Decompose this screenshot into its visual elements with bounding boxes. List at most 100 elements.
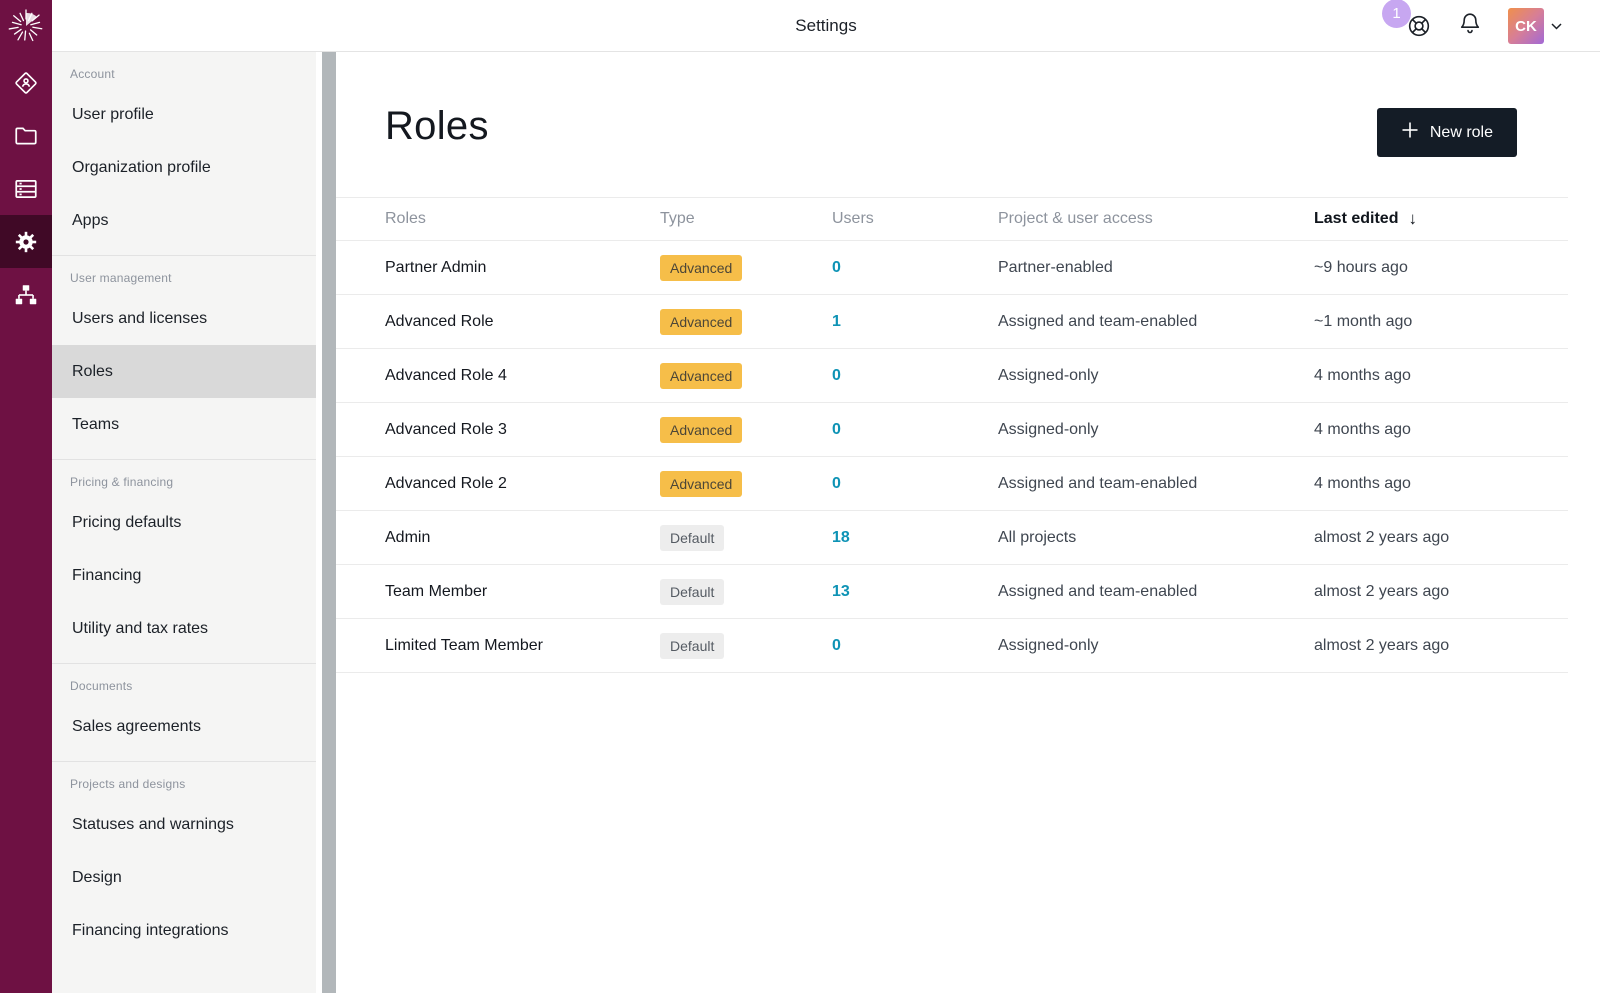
notification-count-badge[interactable]: 1 <box>1382 0 1411 28</box>
section-label: Account <box>70 67 115 81</box>
new-role-button[interactable]: New role <box>1376 108 1517 157</box>
section-items: Sales agreements <box>52 700 316 753</box>
sidebar-item-organization-profile[interactable]: Organization profile <box>52 141 316 194</box>
type-badge: Advanced <box>660 362 743 389</box>
sidebar-section: Projects and designs Statuses and warnin… <box>52 762 316 965</box>
sidebar-item-teams[interactable]: Teams <box>52 398 316 451</box>
access-text: Assigned and team-enabled <box>998 474 1198 492</box>
nav-database[interactable] <box>0 162 52 215</box>
roles-table: Roles Type Users Project & user access L… <box>336 197 1568 673</box>
nav-settings[interactable] <box>0 215 52 268</box>
sidebar-item-label: Organization profile <box>72 158 211 176</box>
role-table-row[interactable]: Admin Default 18 All projects almost 2 y… <box>336 511 1568 565</box>
chevron-down-icon <box>1551 17 1562 35</box>
top-header: Settings 1 <box>52 0 1600 52</box>
edited-text: 4 months ago <box>1314 366 1411 384</box>
users-count-link[interactable]: 0 <box>832 420 841 438</box>
folder-icon <box>13 123 39 149</box>
sidebar-item-utility-and-tax-rates[interactable]: Utility and tax rates <box>52 602 316 655</box>
users-count-link[interactable]: 0 <box>832 474 841 492</box>
sidebar-section: Documents Sales agreements <box>52 664 316 762</box>
sidebar-item-roles[interactable]: Roles <box>52 345 316 398</box>
sidebar-item-label: Financing integrations <box>72 921 229 939</box>
help-button[interactable]: 1 <box>1382 0 1432 39</box>
sidebar-scrollbar[interactable] <box>322 52 336 993</box>
sidebar-section: Account User profile Organization profil… <box>52 52 316 256</box>
sidebar-item-sales-agreements[interactable]: Sales agreements <box>52 700 316 753</box>
users-count-link[interactable]: 1 <box>832 312 841 330</box>
sidebar-item-label: Users and licenses <box>72 309 208 327</box>
users-count-link[interactable]: 18 <box>832 528 850 546</box>
sidebar-item-label: User profile <box>72 105 154 123</box>
notifications-button[interactable] <box>1458 11 1482 42</box>
plus-icon <box>1401 121 1419 144</box>
lifebuoy-help-icon <box>1406 15 1432 43</box>
role-table-row[interactable]: Advanced Role 4 Advanced 0 Assigned-only… <box>336 349 1568 403</box>
column-header-type: Type <box>660 210 695 227</box>
role-table-row[interactable]: Partner Admin Advanced 0 Partner-enabled… <box>336 241 1568 295</box>
sidebar-item-statuses-and-warnings[interactable]: Statuses and warnings <box>52 798 316 851</box>
users-count-link[interactable]: 0 <box>832 366 841 384</box>
users-count-link[interactable]: 0 <box>832 636 841 654</box>
nav-organization[interactable] <box>0 268 52 321</box>
type-badge: Default <box>660 578 725 605</box>
sidebar-item-apps[interactable]: Apps <box>52 194 316 247</box>
users-count-link[interactable]: 0 <box>832 258 841 276</box>
access-text: Assigned and team-enabled <box>998 582 1198 600</box>
users-count-link[interactable]: 13 <box>832 582 850 600</box>
page-context-title: Settings <box>795 16 857 35</box>
role-table-row[interactable]: Team Member Default 13 Assigned and team… <box>336 565 1568 619</box>
nav-projects[interactable] <box>0 109 52 162</box>
sidebar-item-label: Utility and tax rates <box>72 619 209 637</box>
role-table-row[interactable]: Advanced Role 3 Advanced 0 Assigned-only… <box>336 403 1568 457</box>
last-edited-label: Last edited <box>1314 210 1399 227</box>
new-role-button-label: New role <box>1429 123 1493 141</box>
sidebar-item-label: Teams <box>72 415 120 433</box>
role-table-row[interactable]: Limited Team Member Default 0 Assigned-o… <box>336 619 1568 673</box>
person-badge-icon <box>13 70 39 96</box>
sidebar-item-label: Apps <box>72 211 109 229</box>
role-name: Advanced Role 3 <box>385 420 507 438</box>
access-text: Assigned-only <box>998 366 1099 384</box>
sidebar-item-label: Design <box>72 868 122 886</box>
section-label: User management <box>70 271 172 285</box>
sunburst-logo-icon <box>6 6 46 46</box>
access-text: Assigned-only <box>998 636 1099 654</box>
access-text: Partner-enabled <box>998 258 1113 276</box>
access-text: Assigned and team-enabled <box>998 312 1198 330</box>
app-icon-rail <box>0 0 52 993</box>
nav-contacts[interactable] <box>0 56 52 109</box>
column-header-users: Users <box>832 210 874 227</box>
sidebar-item-financing[interactable]: Financing <box>52 549 316 602</box>
sidebar-item-financing-integrations[interactable]: Financing integrations <box>52 904 316 957</box>
sidebar-item-users-and-licenses[interactable]: Users and licenses <box>52 292 316 345</box>
role-name: Advanced Role 4 <box>385 366 507 384</box>
role-table-row[interactable]: Advanced Role Advanced 1 Assigned and te… <box>336 295 1568 349</box>
sidebar-item-label: Financing <box>72 566 142 584</box>
sidebar-item-pricing-defaults[interactable]: Pricing defaults <box>52 496 316 549</box>
access-text: All projects <box>998 528 1077 546</box>
sidebar-item-design[interactable]: Design <box>52 851 316 904</box>
sidebar-item-user-profile[interactable]: User profile <box>52 88 316 141</box>
role-name: Limited Team Member <box>385 636 543 654</box>
column-header-last-edited[interactable]: Last edited ↓ <box>1314 209 1568 229</box>
aurora-logo[interactable] <box>0 0 52 52</box>
role-name: Partner Admin <box>385 258 487 276</box>
sidebar-item-label: Pricing defaults <box>72 513 182 531</box>
sidebar-sections: Account User profile Organization profil… <box>52 52 316 965</box>
type-badge: Advanced <box>660 470 743 497</box>
avatar[interactable]: CK <box>1508 8 1544 44</box>
edited-text: almost 2 years ago <box>1314 636 1450 654</box>
section-items: User profile Organization profile Apps <box>52 88 316 247</box>
role-table-row[interactable]: Advanced Role 2 Advanced 0 Assigned and … <box>336 457 1568 511</box>
account-menu[interactable]: CK <box>1508 8 1562 44</box>
edited-text: ~1 month ago <box>1314 312 1413 330</box>
sort-descending-icon: ↓ <box>1408 209 1417 228</box>
section-label: Projects and designs <box>70 777 186 791</box>
section-items: Statuses and warnings Design Financing i… <box>52 798 316 957</box>
bell-icon <box>1458 12 1482 41</box>
sidebar-item-label: Statuses and warnings <box>72 815 234 833</box>
data-table-icon <box>13 176 39 202</box>
sidebar-section: User management Users and licenses Roles… <box>52 256 316 460</box>
sidebar-item-label: Sales agreements <box>72 717 201 735</box>
